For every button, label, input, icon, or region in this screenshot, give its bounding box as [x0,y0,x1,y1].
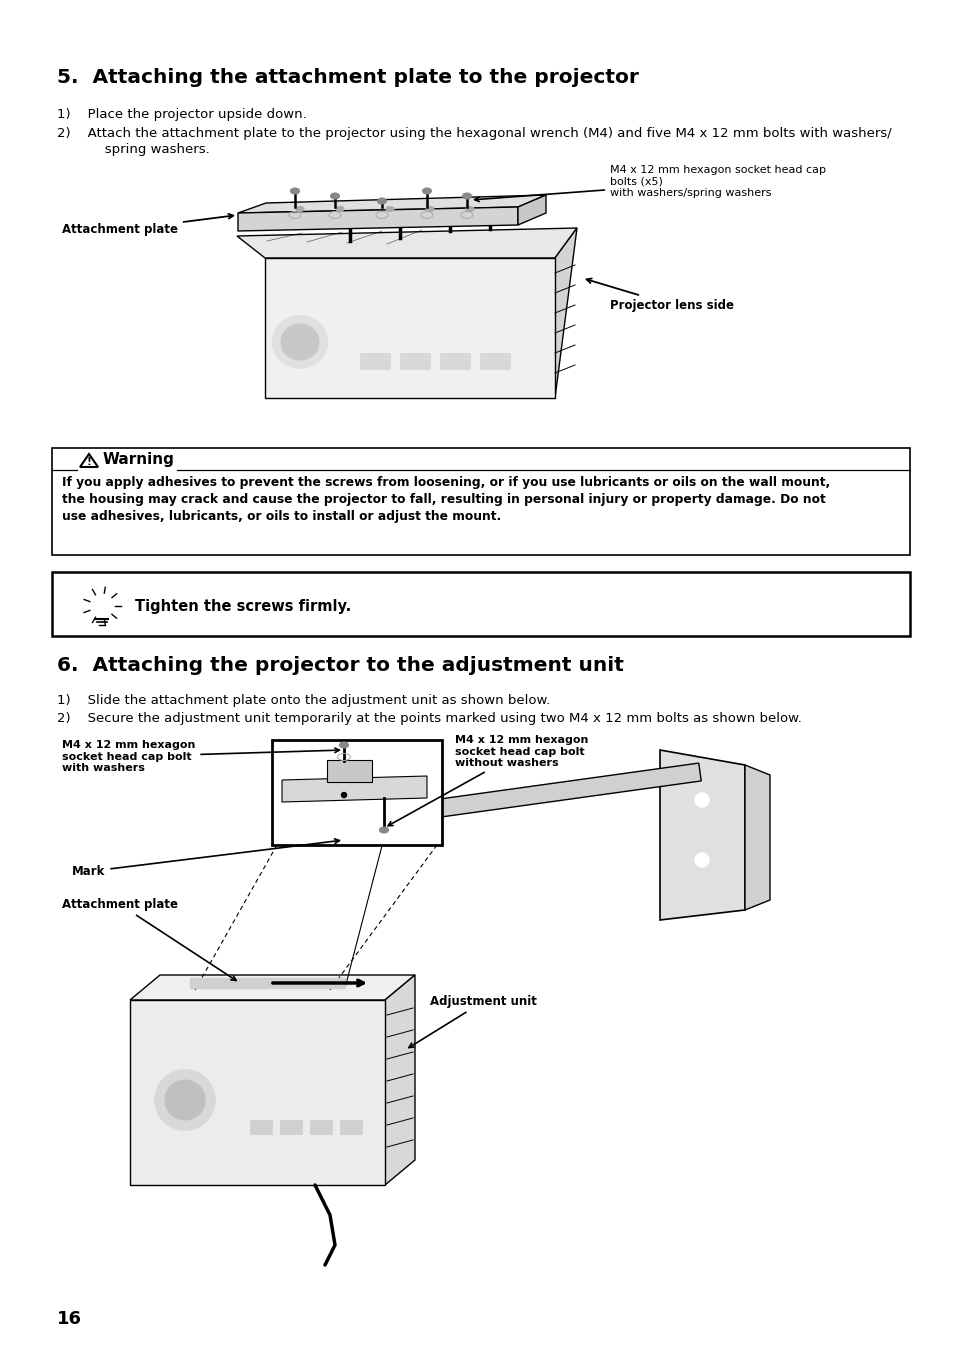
Polygon shape [237,207,517,231]
Ellipse shape [486,209,493,213]
Text: 5.  Attaching the attachment plate to the projector: 5. Attaching the attachment plate to the… [57,68,639,86]
Polygon shape [744,765,769,910]
Bar [479,352,510,369]
Text: the housing may crack and cause the projector to fall, resulting in personal inj: the housing may crack and cause the proj… [62,493,825,506]
Text: Tighten the screws firmly.: Tighten the screws firmly. [135,598,351,613]
Text: Adjustment unit: Adjustment unit [409,995,537,1048]
Ellipse shape [295,207,304,212]
Ellipse shape [335,207,344,212]
Polygon shape [236,228,577,258]
Ellipse shape [465,207,474,212]
Bar [272,740,441,845]
Bar [52,448,909,555]
Text: If you apply adhesives to prevent the screws from loosening, or if you use lubri: If you apply adhesives to prevent the sc… [62,477,829,489]
Ellipse shape [165,1080,205,1120]
Text: 1)    Place the projector upside down.: 1) Place the projector upside down. [57,108,307,122]
Ellipse shape [462,193,471,198]
Ellipse shape [346,221,354,225]
Bar [250,1120,272,1134]
Text: use adhesives, lubricants, or oils to install or adjust the mount.: use adhesives, lubricants, or oils to in… [62,510,500,522]
Ellipse shape [377,198,386,204]
Ellipse shape [91,595,112,617]
Ellipse shape [96,598,108,610]
Ellipse shape [379,828,388,833]
Bar [339,1120,361,1134]
Text: Projector lens side: Projector lens side [586,278,733,312]
Text: spring washers.: spring washers. [75,143,210,157]
Text: M4 x 12 mm hexagon
socket head cap bolt
without washers: M4 x 12 mm hexagon socket head cap bolt … [388,734,588,826]
Bar [280,1120,302,1134]
Bar [310,1120,332,1134]
Text: 16: 16 [57,1310,82,1328]
Polygon shape [385,975,415,1185]
Ellipse shape [339,743,348,748]
Ellipse shape [154,1071,214,1130]
Bar [359,352,390,369]
Polygon shape [389,763,700,824]
Text: Warning: Warning [103,452,174,467]
Text: 6.  Attaching the projector to the adjustment unit: 6. Attaching the projector to the adjust… [57,656,623,675]
Polygon shape [327,760,372,782]
Ellipse shape [330,193,339,198]
Polygon shape [659,751,744,919]
Text: Attachment plate: Attachment plate [62,213,233,236]
Text: 1)    Slide the attachment plate onto the adjustment unit as shown below.: 1) Slide the attachment plate onto the a… [57,694,550,707]
Text: !: ! [87,458,91,467]
Ellipse shape [386,207,394,212]
Bar [190,977,345,988]
Ellipse shape [273,316,327,369]
Bar [52,572,909,636]
Ellipse shape [396,217,403,221]
Ellipse shape [281,324,318,360]
Ellipse shape [695,853,708,867]
Text: M4 x 12 mm hexagon socket head cap
bolts (x5)
with washers/spring washers: M4 x 12 mm hexagon socket head cap bolts… [475,165,825,201]
Text: Attachment plate: Attachment plate [62,898,236,980]
Polygon shape [80,454,98,467]
Polygon shape [130,1000,385,1185]
Text: 2)    Secure the adjustment unit temporarily at the points marked using two M4 x: 2) Secure the adjustment unit temporaril… [57,711,801,725]
Ellipse shape [422,188,431,194]
Bar [439,352,470,369]
Text: Mark: Mark [71,838,339,878]
Ellipse shape [291,188,299,194]
Bar [399,352,430,369]
Polygon shape [237,194,545,213]
Polygon shape [265,258,555,398]
Ellipse shape [446,211,453,215]
Ellipse shape [341,792,346,798]
Polygon shape [130,975,415,1000]
Polygon shape [517,194,545,225]
Text: M4 x 12 mm hexagon
socket head cap bolt
with washers: M4 x 12 mm hexagon socket head cap bolt … [62,740,339,774]
Ellipse shape [695,792,708,807]
Ellipse shape [426,207,434,212]
Polygon shape [282,776,427,802]
Polygon shape [555,228,577,398]
Text: 2)    Attach the attachment plate to the projector using the hexagonal wrench (M: 2) Attach the attachment plate to the pr… [57,127,891,140]
